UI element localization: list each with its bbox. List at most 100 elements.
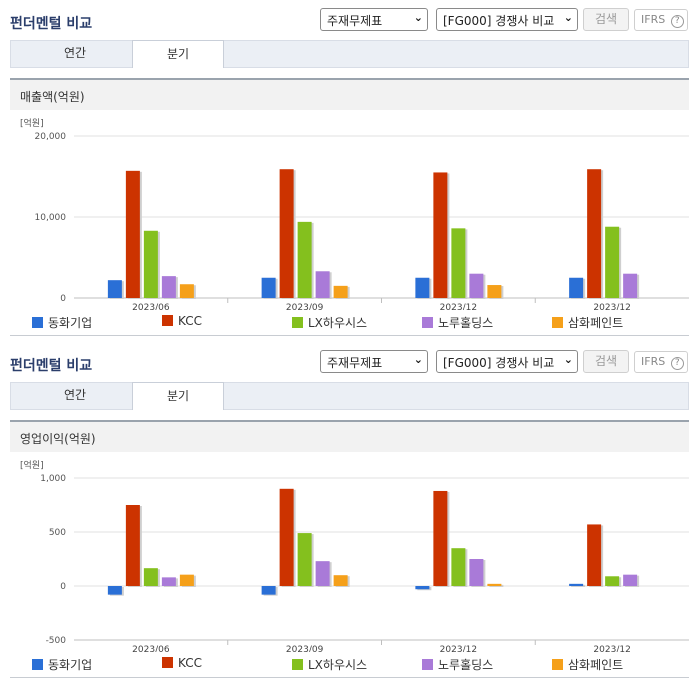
legend-label: 노루홀딩스 [438,658,494,672]
bar [487,285,502,298]
chart-container: 영업이익(억원) [억원] -500 0 500 1,000 2023/06 2023/09… [10,420,689,678]
y-tick-label: 0 [60,582,66,592]
bar [451,548,466,586]
legend-swatch [292,317,303,328]
statement-select-value: 주재무제표 [327,356,383,370]
legend-swatch [292,659,303,670]
bar [261,277,276,298]
legend-item[interactable]: LX하우시스 [292,314,368,330]
bar [623,574,638,586]
ifrs-help-button[interactable]: IFRS ? [634,351,688,373]
bar [605,226,620,298]
bar [161,577,176,586]
y-tick-label: 500 [49,528,66,538]
bar [415,277,430,298]
panel-header: 펀더멘털 비교 주재무제표 ⌄ [FG000] 경쟁사 비교 ⌄ 검색 IFRS… [0,0,696,40]
legend-label: 삼화페인트 [568,316,624,330]
legend-item[interactable]: 노루홀딩스 [422,656,494,672]
statement-select[interactable]: 주재무제표 ⌄ [320,8,428,31]
fundamental-panel-operating-profit: 펀더멘털 비교 주재무제표 ⌄ [FG000] 경쟁사 비교 ⌄ 검색 IFRS… [0,342,696,684]
bar [569,583,584,586]
chart-header: 영업이익(억원) [10,422,689,452]
bar [451,228,466,298]
x-tick-label: 2023/06 [132,645,170,652]
legend-label: 동화기업 [48,658,93,672]
y-unit-label: [억원] [20,117,44,129]
bar [315,561,330,586]
bar [179,574,194,586]
period-tabs: 연간 분기 [10,40,689,68]
legend-item[interactable]: 삼화페인트 [552,314,624,330]
compare-select-value: [FG000] 경쟁사 비교 [443,356,555,370]
legend-item[interactable]: KCC [162,656,202,670]
legend-item[interactable]: LX하우시스 [292,656,367,672]
bar [469,273,484,298]
legend-label: KCC [178,314,202,328]
legend-item[interactable]: 삼화페인트 [552,656,624,672]
fundamental-panel-revenue: 펀더멘털 비교 주재무제표 ⌄ [FG000] 경쟁사 비교 ⌄ 검색 IFRS… [0,0,696,336]
search-button[interactable]: 검색 [583,350,629,373]
bar [143,568,158,586]
x-tick-label: 2023/06 [132,303,170,310]
legend-item[interactable]: 노루홀딩스 [422,314,493,330]
y-tick-label: 0 [60,294,66,304]
chart-header: 매출액(억원) [10,80,689,110]
bar [279,488,294,586]
x-tick-label: 2023/12 [593,303,630,310]
tab-annual[interactable]: 연간 [63,46,87,60]
tab-annual[interactable]: 연간 [63,388,87,402]
chevron-down-icon: ⌄ [413,353,423,366]
operating-profit-bar-chart: [억원] -500 0 500 1,000 2023/06 2023/09 2023/12 20… [20,459,689,652]
bar [261,586,276,595]
chevron-down-icon: ⌄ [563,353,573,366]
compare-select[interactable]: [FG000] 경쟁사 비교 ⌄ [436,8,578,31]
ifrs-label: IFRS [641,355,666,368]
bar [333,575,348,586]
legend-item[interactable]: KCC [162,314,202,328]
chart-legend: 동화기업 KCC LX하우시스 노루홀딩스 삼화페인트 [10,312,689,330]
bar [587,169,602,298]
bar [107,586,122,595]
legend-swatch [422,659,433,670]
y-tick-label: -500 [46,636,67,646]
bar [107,280,122,298]
bar [279,169,294,298]
legend-item[interactable]: 동화기업 [32,656,93,672]
compare-select-value: [FG000] 경쟁사 비교 [443,14,555,28]
legend-swatch [422,317,433,328]
legend-swatch [162,315,173,326]
legend-item[interactable]: 동화기업 [32,314,93,330]
compare-select[interactable]: [FG000] 경쟁사 비교 ⌄ [436,350,578,373]
x-tick-label: 2023/09 [286,303,324,310]
legend-label: 삼화페인트 [568,658,624,672]
ifrs-help-button[interactable]: IFRS ? [634,9,688,31]
tab-quarter[interactable]: 분기 [132,40,224,68]
question-circle-icon: ? [670,357,684,370]
tab-quarter[interactable]: 분기 [132,382,224,410]
bar [333,285,348,298]
bar [623,273,638,298]
bar [469,559,484,586]
chevron-down-icon: ⌄ [563,11,573,24]
legend-swatch [32,659,43,670]
legend-swatch [32,317,43,328]
legend-label: 동화기업 [48,316,93,330]
legend-swatch [162,657,173,668]
x-tick-label: 2023/12 [593,645,630,652]
chart-legend: 동화기업 KCC LX하우시스 노루홀딩스 삼화페인트 [10,654,689,672]
statement-select[interactable]: 주재무제표 ⌄ [320,350,428,373]
chart-container: 매출액(억원) [억원] 0 10,000 20,000 2023/06 2023/09 2… [10,78,689,336]
y-tick-label: 10,000 [35,213,67,223]
chevron-down-icon: ⌄ [413,11,423,24]
bar [487,583,502,586]
bar [297,533,312,586]
bar [605,576,620,586]
x-tick-label: 2023/09 [286,645,324,652]
y-tick-label: 1,000 [40,474,66,484]
period-tabs: 연간 분기 [10,382,689,410]
search-button[interactable]: 검색 [583,8,629,31]
x-tick-label: 2023/12 [440,303,477,310]
bar [433,172,448,298]
legend-label: LX하우시스 [308,316,368,330]
bar [125,505,140,586]
